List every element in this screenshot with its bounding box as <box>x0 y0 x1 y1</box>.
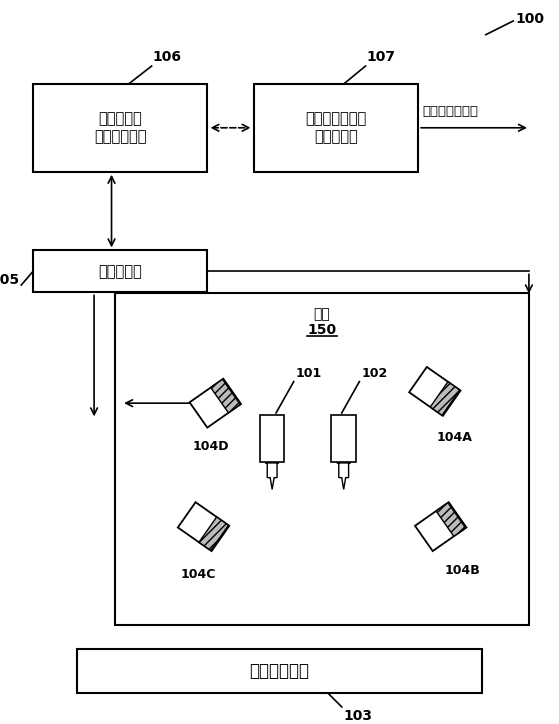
Text: コンピュータ・
プロセッサ: コンピュータ・ プロセッサ <box>305 111 367 144</box>
Polygon shape <box>415 502 466 551</box>
Text: ディスプレイへ: ディスプレイへ <box>422 105 478 118</box>
Polygon shape <box>211 379 240 413</box>
Bar <box>254 84 418 172</box>
Polygon shape <box>430 382 459 416</box>
Text: 100: 100 <box>515 12 544 26</box>
Bar <box>331 415 356 462</box>
Text: 150: 150 <box>307 323 337 337</box>
Bar <box>77 649 482 694</box>
Polygon shape <box>199 517 229 550</box>
Bar <box>33 84 207 172</box>
Text: 視野: 視野 <box>314 307 330 321</box>
Polygon shape <box>337 463 350 489</box>
Text: 107: 107 <box>367 50 395 64</box>
Text: 103: 103 <box>344 709 373 723</box>
Text: 104C: 104C <box>181 568 216 581</box>
Polygon shape <box>436 502 466 536</box>
Text: 104B: 104B <box>444 564 480 577</box>
Polygon shape <box>178 502 229 551</box>
Bar <box>260 415 285 462</box>
Text: プロセッサ: プロセッサ <box>98 264 142 279</box>
Polygon shape <box>409 367 461 416</box>
Text: ジェスチャ
変換器／出力: ジェスチャ 変換器／出力 <box>94 111 146 144</box>
Text: 101: 101 <box>296 366 322 379</box>
Text: 104A: 104A <box>437 431 472 444</box>
Bar <box>115 293 529 625</box>
Text: 105: 105 <box>0 273 20 287</box>
Text: 104D: 104D <box>192 440 229 453</box>
Bar <box>33 251 207 292</box>
Polygon shape <box>266 463 279 489</box>
Text: ディスプレイ: ディスプレイ <box>249 662 310 680</box>
Polygon shape <box>190 379 241 428</box>
Text: 102: 102 <box>361 366 387 379</box>
Text: 106: 106 <box>153 50 182 64</box>
